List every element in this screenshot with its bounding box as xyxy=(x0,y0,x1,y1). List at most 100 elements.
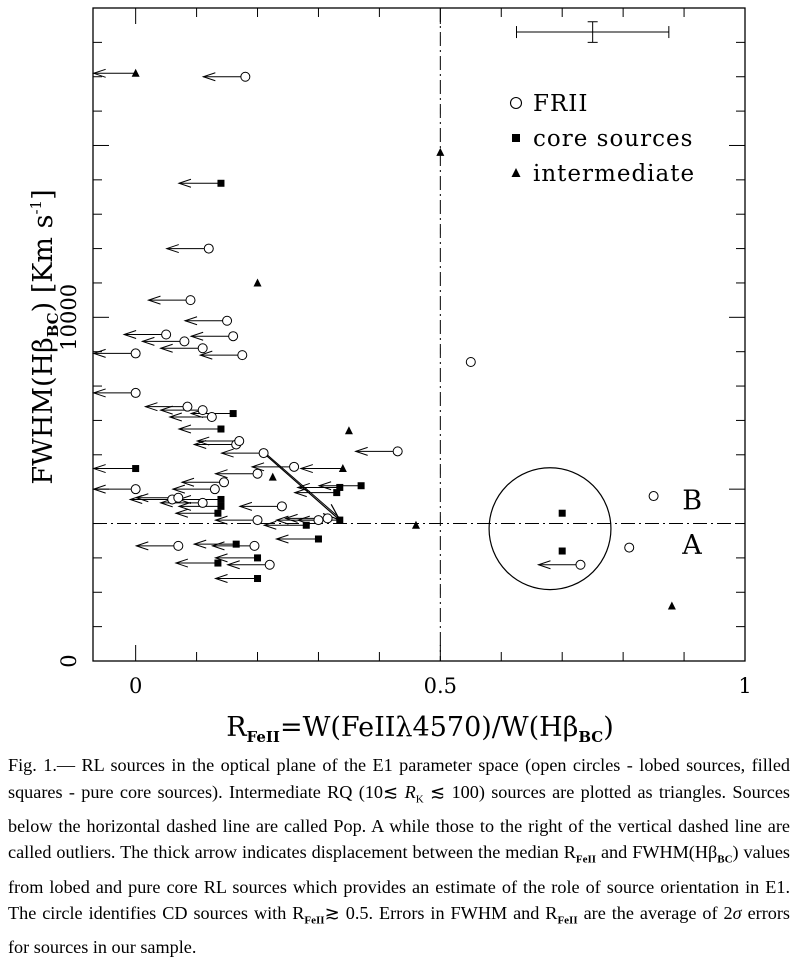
intermediate-point xyxy=(253,278,262,287)
upper-limit-arrow-head xyxy=(174,508,189,518)
legend: FRII core sources intermediate xyxy=(509,91,694,187)
FRII-point xyxy=(624,542,635,553)
annotation-label: B xyxy=(682,485,702,516)
upper-limit-arrow-head xyxy=(192,440,207,449)
figure-caption: Fig. 1.— RL sources in the optical plane… xyxy=(8,752,790,961)
upper-limit-arrow-head xyxy=(192,539,207,549)
FRII-point xyxy=(322,513,333,524)
upper-limit-arrow-head xyxy=(92,68,106,78)
upper-limit-arrow-head xyxy=(213,553,228,563)
core-sources-point xyxy=(232,540,240,548)
FRII-point xyxy=(276,501,287,512)
caption-sub-1: FeII xyxy=(575,854,597,867)
core-sources-point xyxy=(217,502,225,510)
upper-limit-arrow-head xyxy=(134,493,149,503)
FRII-point xyxy=(185,295,196,306)
caption-lsim-2: ≲ xyxy=(430,781,446,802)
intermediate-point xyxy=(338,464,347,473)
upper-limit-arrow-head xyxy=(92,348,106,358)
upper-limit-arrow-head xyxy=(174,558,189,568)
caption-gsim: ≳ xyxy=(324,903,340,924)
core-sources-point xyxy=(132,465,140,473)
upper-limit-arrow-head xyxy=(92,484,106,494)
caption-text-7: errors for sources in our sample. xyxy=(8,903,791,958)
FRII-point xyxy=(237,350,248,361)
FRII-point xyxy=(130,348,141,359)
FRII-point xyxy=(182,401,193,412)
upper-limit-arrow-head xyxy=(213,515,228,525)
upper-limit-arrow-head xyxy=(198,350,213,360)
upper-limit-arrow-head xyxy=(299,464,313,474)
annotation-label: A xyxy=(681,530,702,561)
FRII-point xyxy=(240,71,251,82)
upper-limit-arrow-head xyxy=(180,477,195,487)
caption-sub-2: BC xyxy=(717,854,733,867)
FRII-point xyxy=(130,387,141,398)
upper-limit-arrow-head xyxy=(143,402,158,412)
caption-text-2: 100) sources are plotted as triangles. S… xyxy=(8,781,790,863)
legend-label: FRII xyxy=(533,91,588,117)
intermediate-point xyxy=(131,68,140,77)
FRII-point xyxy=(222,315,233,326)
upper-limit-arrow-head xyxy=(274,515,289,525)
upper-limit-arrow-head xyxy=(262,520,277,530)
upper-limit-arrow-head xyxy=(122,330,137,339)
upper-limit-arrow-head xyxy=(183,316,198,326)
upper-limit-arrow-head xyxy=(293,488,307,498)
caption-text-4: ) values from lobed and pure core RL sou… xyxy=(8,842,790,924)
upper-limit-arrows xyxy=(92,68,581,583)
cd-circle xyxy=(488,467,612,591)
upper-limit-arrow-head xyxy=(159,405,173,415)
upper-limit-arrow-head xyxy=(201,72,216,82)
data-markers xyxy=(130,68,676,610)
upper-limit-arrow-head xyxy=(317,481,332,491)
FRII-point xyxy=(203,243,214,254)
caption-rk-sub: K xyxy=(415,793,424,806)
caption-lsim-1: ≲ xyxy=(383,781,399,802)
upper-limit-arrow-head xyxy=(284,513,298,523)
upper-limit-arrow-head xyxy=(213,574,228,583)
caption-text-5: 0.5. Errors in FWHM and R xyxy=(339,903,558,924)
caption-sub-3: FeII xyxy=(304,914,325,927)
FRII-point xyxy=(258,448,269,459)
x-tick-label: 0.5 xyxy=(424,674,457,698)
upper-limit-arrow-head xyxy=(92,388,106,398)
upper-limit-arrow-head xyxy=(140,336,155,346)
upper-limit-arrow-head xyxy=(171,484,186,494)
intermediate-point xyxy=(667,601,676,610)
core-sources-point xyxy=(254,554,262,562)
legend-marker-square xyxy=(512,134,520,142)
core-sources-point xyxy=(314,535,322,543)
thick-arrow xyxy=(267,454,341,519)
FRII-point xyxy=(161,329,172,340)
FRII-point xyxy=(173,492,184,503)
caption-rk-r: R xyxy=(404,781,416,802)
upper-limit-arrow-head xyxy=(226,560,240,570)
FRII-point xyxy=(264,559,275,570)
FRII-point xyxy=(648,491,659,502)
y-axis-label: FWHM(HβBC) [Km s-1] xyxy=(27,189,62,484)
FRII-point xyxy=(130,484,141,495)
FRII-point xyxy=(197,405,208,416)
FRII-point xyxy=(209,484,220,495)
x-tick-label: 1 xyxy=(738,674,751,698)
upper-limit-arrow-head xyxy=(536,560,551,570)
FRII-point xyxy=(197,497,208,508)
intermediate-point xyxy=(344,426,353,435)
upper-limit-arrow-head xyxy=(168,412,182,422)
caption-sub-4: FeII xyxy=(557,914,578,927)
upper-limit-arrow-head xyxy=(189,331,204,341)
core-sources-point xyxy=(217,179,225,187)
upper-limit-arrow-head xyxy=(177,178,192,188)
FRII-point xyxy=(219,477,230,488)
FRII-point xyxy=(252,515,263,526)
core-sources-point xyxy=(217,425,225,433)
plot-border xyxy=(92,7,746,662)
FRII-point xyxy=(252,468,263,479)
core-sources-point xyxy=(558,509,566,517)
core-sources-point xyxy=(336,483,344,491)
upper-limit-arrow-head xyxy=(92,464,106,474)
intermediate-point xyxy=(268,472,277,481)
FRII-point xyxy=(465,356,476,367)
FRII-point xyxy=(228,331,239,342)
